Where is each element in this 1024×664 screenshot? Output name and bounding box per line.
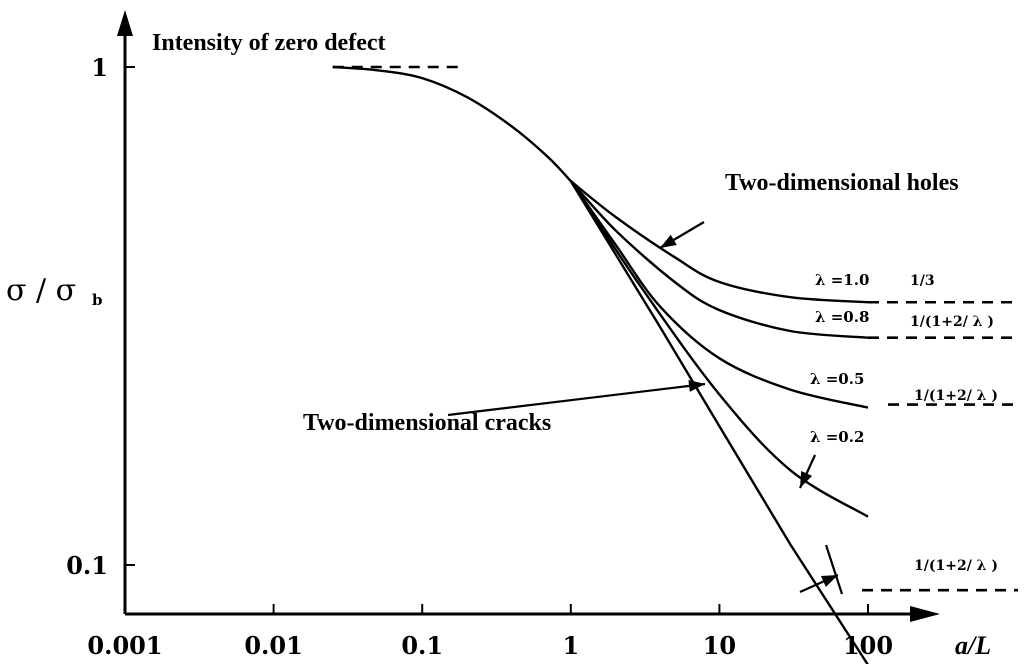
x-tick-label-5: 100 [843,631,893,660]
annotation-arrows [447,221,844,595]
y-axis-label: σ / σ [6,273,76,308]
curve-lambda-0-8 [569,180,869,339]
holes-label: Two-dimensional holes [725,170,959,196]
lambda-0-2-arrow-head [800,470,813,488]
y-tick-label-0: 1 [91,53,108,82]
x-axis-label: a/L [955,631,991,660]
curve-lambda-1-0 [570,180,869,304]
lambda-label-1-0: λ =1.0 [815,271,869,289]
lambda-label-0-2: λ =0.2 [810,428,864,446]
asymptote-label-3: 1/(1+2/ λ ) [914,388,998,404]
y-axis-label-subscript: b [92,291,103,309]
asymptote-label-1: 1/3 [910,273,935,289]
curve-lambda-0-2 [569,180,869,518]
x-tick-label-2: 0.1 [401,631,443,660]
x-tick-label-3: 1 [562,631,579,660]
y-axis-arrowhead [117,10,133,36]
asymptote-label-2: 1/(1+2/ λ ) [910,314,994,330]
lambda-label-0-5: λ =0.5 [810,370,864,388]
axis-ticks: 0.001 0.01 0.1 1 10 100 1 0.1 [66,53,893,660]
x-tick-label-0: 0.001 [87,631,162,660]
x-axis-arrowhead [910,606,940,622]
master-curve [332,65,572,182]
asymptote-label-4: 1/(1+2/ λ ) [914,558,998,574]
asymptote-lines [332,65,1018,592]
cracks-arrow-head [688,379,705,392]
curves [332,65,869,664]
cracks-label: Two-dimensional cracks [303,410,551,436]
lower-asymptote-arrow-head [820,575,838,588]
crack-line [569,180,869,664]
x-tick-label-1: 0.01 [244,631,302,660]
zero-defect-label: Intensity of zero defect [152,30,385,56]
x-tick-label-4: 10 [703,631,736,660]
curve-lambda-0-5 [569,180,869,409]
cracks-arrow [447,382,706,417]
lower-tick-line [824,544,844,595]
lambda-label-0-8: λ =0.8 [815,308,869,326]
y-tick-label-1: 0.1 [66,551,108,580]
holes-arrow-head [660,234,677,248]
